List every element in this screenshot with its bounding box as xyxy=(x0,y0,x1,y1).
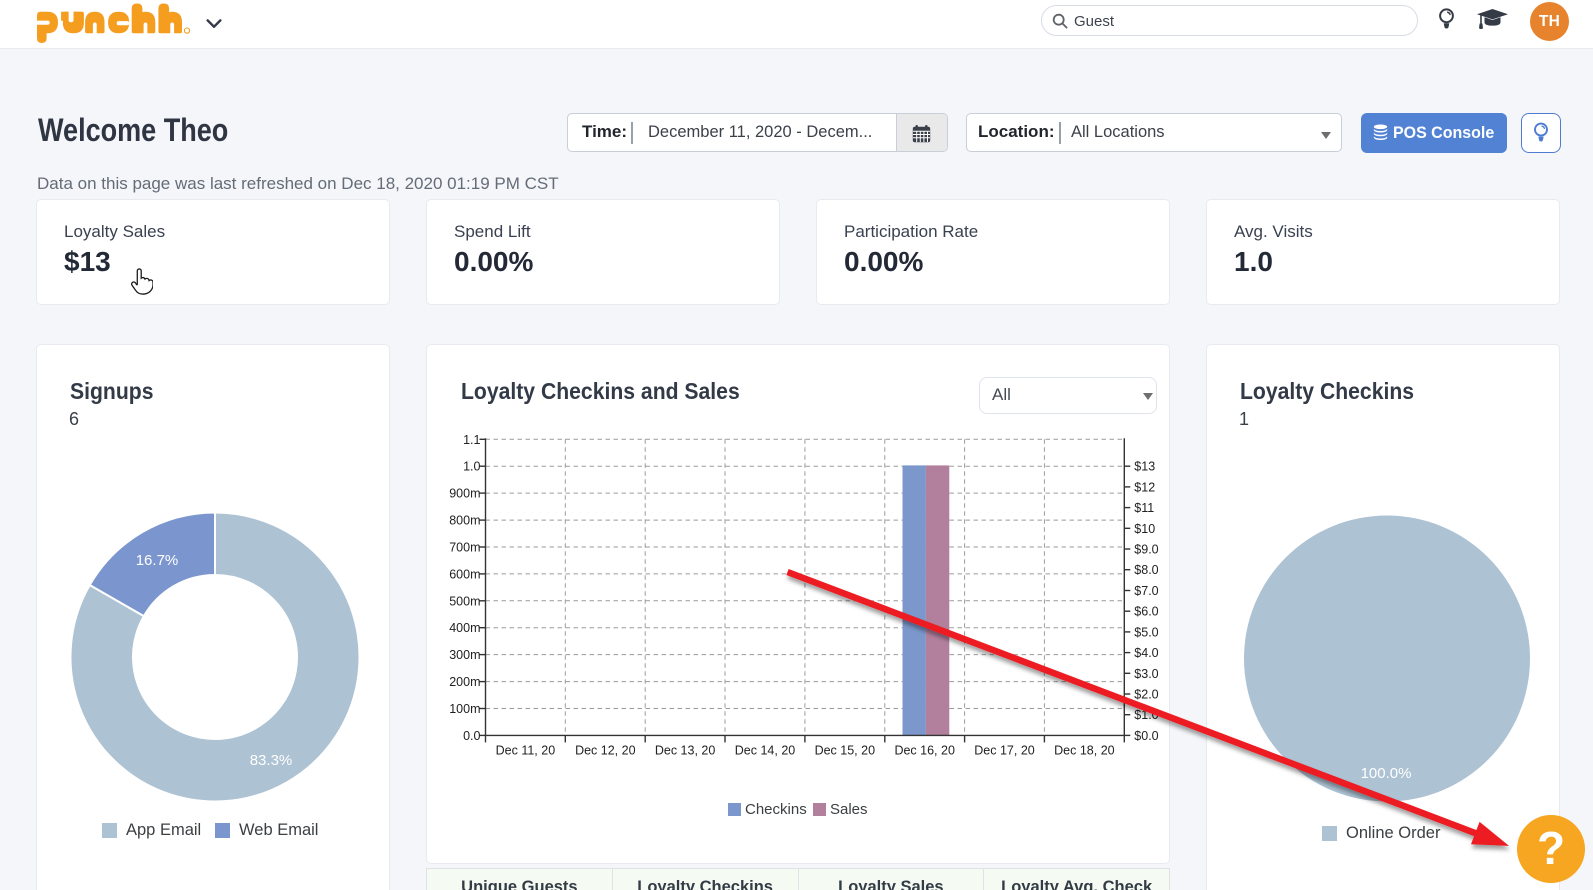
svg-text:$4.0: $4.0 xyxy=(1134,646,1158,660)
svg-text:300m: 300m xyxy=(449,648,480,662)
svg-text:Dec 16, 20: Dec 16, 20 xyxy=(894,743,955,757)
svg-text:$12: $12 xyxy=(1134,480,1155,494)
svg-text:$9.0: $9.0 xyxy=(1134,543,1158,557)
svg-text:100.0%: 100.0% xyxy=(1361,765,1412,782)
svg-text:$8.0: $8.0 xyxy=(1134,563,1158,577)
svg-text:$13: $13 xyxy=(1134,460,1155,474)
svg-text:Dec 17, 20: Dec 17, 20 xyxy=(974,743,1035,757)
svg-text:$10: $10 xyxy=(1134,522,1155,536)
svg-text:100m: 100m xyxy=(449,702,480,716)
svg-text:Dec 13, 20: Dec 13, 20 xyxy=(655,743,716,757)
svg-text:Dec 14, 20: Dec 14, 20 xyxy=(735,743,796,757)
svg-text:800m: 800m xyxy=(449,514,480,528)
svg-text:$5.0: $5.0 xyxy=(1134,625,1158,639)
svg-text:Dec 15, 20: Dec 15, 20 xyxy=(815,743,876,757)
svg-text:$6.0: $6.0 xyxy=(1134,605,1158,619)
svg-text:1.0: 1.0 xyxy=(463,460,480,474)
svg-text:$2.0: $2.0 xyxy=(1134,688,1158,702)
svg-text:1.1: 1.1 xyxy=(463,433,480,447)
svg-text:0.0: 0.0 xyxy=(463,729,480,743)
svg-text:900m: 900m xyxy=(449,487,480,501)
svg-text:$11: $11 xyxy=(1134,501,1154,515)
svg-text:600m: 600m xyxy=(449,567,480,581)
svg-text:400m: 400m xyxy=(449,621,480,635)
svg-text:16.7%: 16.7% xyxy=(136,552,179,569)
svg-text:$7.0: $7.0 xyxy=(1134,584,1158,598)
svg-text:$3.0: $3.0 xyxy=(1134,667,1158,681)
svg-text:500m: 500m xyxy=(449,594,480,608)
svg-text:Dec 12, 20: Dec 12, 20 xyxy=(575,743,636,757)
svg-text:83.3%: 83.3% xyxy=(250,752,293,769)
svg-text:Dec 11, 20: Dec 11, 20 xyxy=(496,743,556,757)
svg-text:$0.0: $0.0 xyxy=(1134,729,1158,743)
svg-text:$1.0: $1.0 xyxy=(1134,708,1158,722)
svg-text:200m: 200m xyxy=(449,675,480,689)
svg-text:700m: 700m xyxy=(449,541,480,555)
svg-text:Dec 18, 20: Dec 18, 20 xyxy=(1054,743,1115,757)
